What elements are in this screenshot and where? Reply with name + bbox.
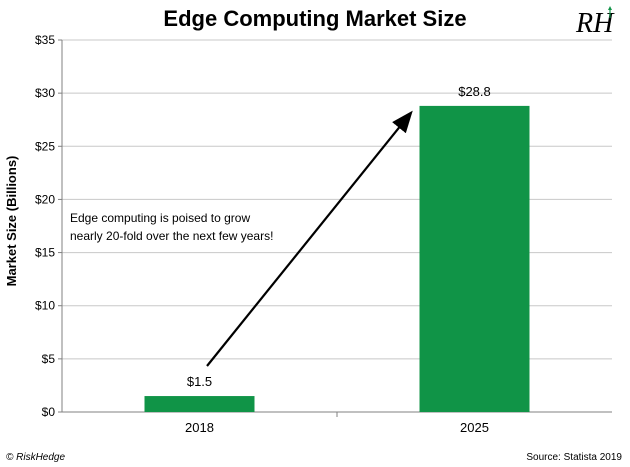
y-tick-label: $35	[35, 33, 55, 47]
y-axis-label: Market Size (Billions)	[4, 156, 19, 287]
y-tick-label: $25	[35, 139, 55, 153]
source-text: Source: Statista 2019	[526, 452, 622, 463]
annotation-line-1: Edge computing is poised to grow	[70, 211, 250, 225]
y-tick-label: $5	[42, 352, 56, 366]
bar-value-label: $28.8	[458, 84, 491, 99]
bars	[144, 105, 530, 412]
riskhedge-logo: RH	[575, 6, 615, 38]
copyright-text: © RiskHedge	[6, 452, 66, 463]
annotation: Edge computing is poised to grow nearly …	[70, 110, 413, 367]
x-tick-label: 2025	[460, 420, 489, 435]
bar-2025	[419, 105, 530, 412]
labels: $0 $5 $10 $15 $20 $25 $30 $35 $1.5 2018 $28.8 2025	[35, 33, 491, 435]
y-tick-label: $0	[42, 405, 56, 419]
growth-arrow	[206, 110, 413, 367]
y-tick-label: $20	[35, 192, 55, 206]
chart-title: Edge Computing Market Size	[163, 6, 467, 31]
annotation-line-2: nearly 20-fold over the next few years!	[70, 229, 273, 243]
logo-text: RH	[575, 8, 615, 38]
logo-leaf-icon	[608, 6, 612, 10]
y-tick-label: $30	[35, 86, 55, 100]
y-tick-label: $15	[35, 246, 55, 260]
y-tick-label: $10	[35, 299, 55, 313]
bar-2018	[144, 396, 255, 412]
x-tick-label: 2018	[185, 420, 214, 435]
bar-value-label: $1.5	[187, 374, 212, 389]
